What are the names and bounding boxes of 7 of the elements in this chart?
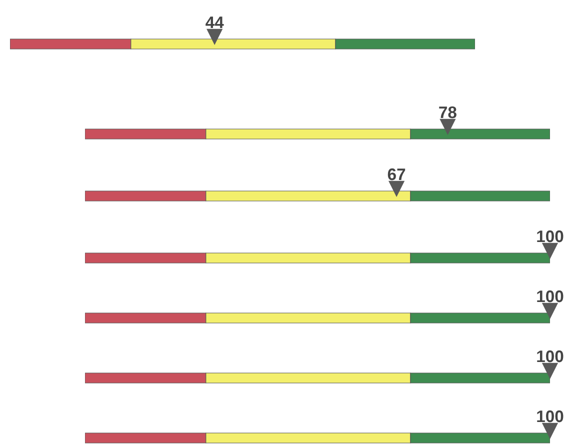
data-label: 44 (206, 16, 224, 28)
data-label: 100 (537, 350, 564, 362)
data-label: 100 (537, 230, 564, 242)
data-label: 100 (537, 410, 564, 422)
data-label: 67 (388, 168, 406, 180)
data-label: 100 (537, 290, 564, 302)
data-label: 78 (439, 106, 456, 118)
